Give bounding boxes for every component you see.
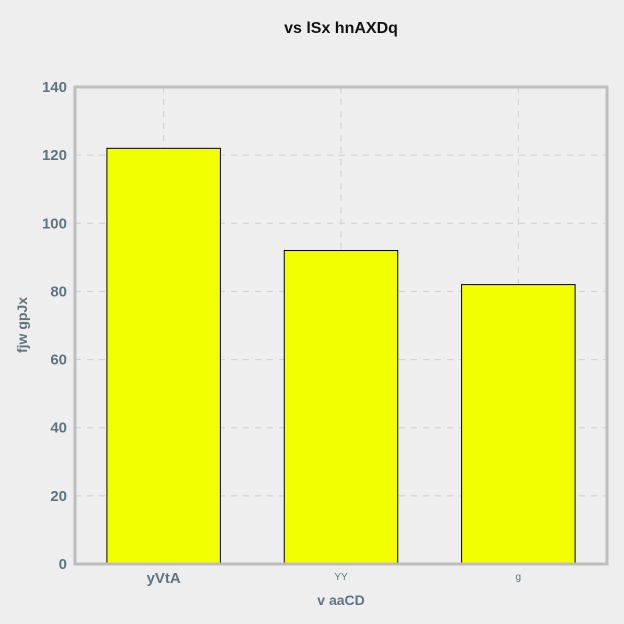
y-tick-label: 20 <box>50 488 67 505</box>
y-tick-label: 60 <box>50 352 67 369</box>
y-tick-label: 140 <box>42 79 67 96</box>
chart-title: vs lSx hnAXDq <box>284 20 398 37</box>
x-tick-label: YY <box>334 572 348 583</box>
y-tick-label: 120 <box>42 147 67 164</box>
x-tick-label: yVtA <box>147 570 181 587</box>
x-axis-ticks: yVtA YY g <box>147 570 522 587</box>
bar-yy <box>283 250 399 565</box>
bar-yvta <box>106 147 221 565</box>
bar-g <box>461 284 576 565</box>
y-tick-label: 80 <box>50 283 67 300</box>
x-axis-label: v aaCD <box>317 592 364 608</box>
y-axis-label: fjw gpJx <box>14 297 30 353</box>
bar-series <box>106 147 576 565</box>
y-tick-label: 40 <box>50 420 67 437</box>
y-tick-label: 100 <box>42 215 67 232</box>
x-tick-label: g <box>516 572 522 583</box>
y-axis-ticks: 0 20 40 60 80 100 120 140 <box>42 79 67 573</box>
y-tick-label: 0 <box>59 556 67 573</box>
plot-frame <box>73 85 609 566</box>
